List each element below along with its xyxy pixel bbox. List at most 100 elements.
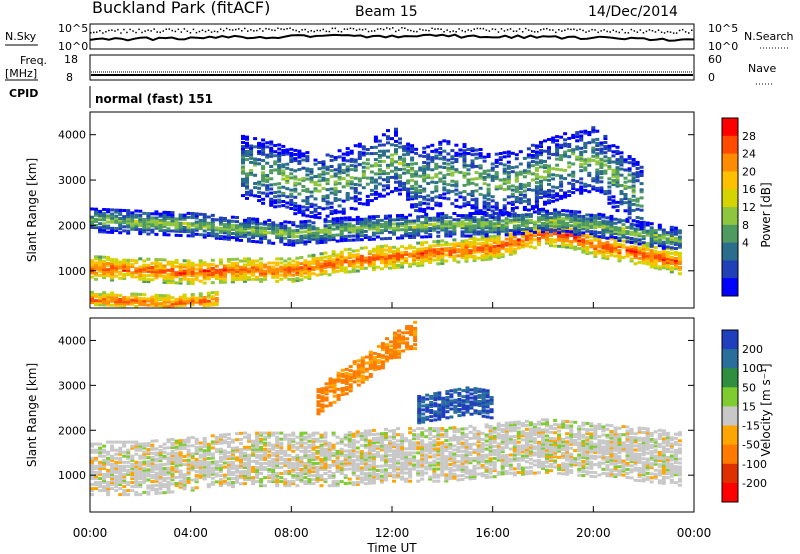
power-cell bbox=[373, 180, 378, 184]
power-cell bbox=[142, 277, 147, 281]
power-cell bbox=[474, 189, 479, 193]
power-cell bbox=[371, 266, 376, 269]
power-cell bbox=[114, 227, 119, 230]
power-cell bbox=[575, 131, 580, 135]
power-cell bbox=[486, 187, 491, 191]
power-cell bbox=[198, 267, 203, 271]
power-cell bbox=[303, 220, 308, 223]
power-cell bbox=[534, 162, 539, 166]
velocity-cell bbox=[158, 491, 163, 495]
power-cell bbox=[571, 174, 576, 178]
power-cell bbox=[677, 272, 682, 276]
power-cell bbox=[381, 170, 386, 174]
power-cell bbox=[154, 299, 159, 303]
nsearch-dot bbox=[533, 31, 536, 33]
power-cell bbox=[198, 225, 203, 228]
power-cell bbox=[325, 153, 330, 157]
power-cell bbox=[289, 192, 294, 196]
power-cell bbox=[239, 226, 243, 230]
power-cell bbox=[94, 277, 98, 281]
power-cell bbox=[625, 232, 630, 236]
power-cell bbox=[273, 195, 278, 199]
power-cell bbox=[381, 172, 386, 176]
velocity-cell bbox=[178, 439, 183, 443]
power-cell bbox=[504, 223, 509, 227]
power-cell bbox=[532, 234, 537, 237]
power-cell bbox=[559, 180, 564, 184]
power-cell bbox=[577, 238, 582, 242]
power-cell bbox=[418, 168, 423, 172]
power-cell bbox=[510, 188, 515, 192]
power-cell bbox=[404, 232, 409, 236]
velocity-cell bbox=[206, 485, 211, 489]
power-cell bbox=[539, 140, 543, 144]
power-cell bbox=[450, 183, 455, 187]
power-cell bbox=[607, 197, 612, 201]
power-cell bbox=[412, 246, 417, 250]
power-cell bbox=[613, 221, 618, 225]
power-cell bbox=[460, 230, 465, 234]
power-cell bbox=[363, 229, 368, 233]
velocity-cell bbox=[170, 478, 175, 482]
power-cell bbox=[482, 178, 487, 181]
power-cell bbox=[110, 226, 115, 230]
power-cell bbox=[414, 182, 419, 186]
power-cell bbox=[645, 248, 650, 252]
power-cell bbox=[416, 262, 421, 265]
power-cell bbox=[669, 258, 674, 261]
power-cell bbox=[390, 190, 394, 194]
nsearch-dot bbox=[129, 28, 131, 31]
velocity-cell bbox=[158, 473, 163, 477]
power-cell bbox=[394, 139, 398, 143]
power-cell bbox=[490, 168, 495, 172]
velocity-cell bbox=[150, 470, 155, 473]
velocity-cell bbox=[90, 464, 94, 468]
velocity-cell bbox=[90, 483, 94, 486]
power-cell bbox=[440, 224, 445, 228]
power-cell bbox=[486, 175, 491, 179]
power-cell bbox=[545, 219, 549, 223]
nsearch-dot bbox=[204, 30, 207, 33]
power-cell bbox=[271, 273, 276, 277]
power-cell bbox=[98, 216, 103, 219]
velocity-cell bbox=[235, 450, 239, 454]
power-cell bbox=[603, 147, 608, 151]
power-cell bbox=[575, 180, 580, 184]
power-cell bbox=[154, 264, 159, 268]
power-cell bbox=[271, 223, 276, 227]
power-cell bbox=[307, 231, 312, 235]
power-cell bbox=[595, 186, 600, 190]
power-cell bbox=[269, 169, 274, 173]
velocity-cell bbox=[186, 464, 191, 468]
power-cell bbox=[669, 268, 674, 272]
velocity-cell bbox=[230, 472, 235, 476]
velocity-cell bbox=[202, 441, 207, 445]
velocity-cell bbox=[98, 477, 103, 480]
power-cell bbox=[381, 153, 386, 157]
power-cell bbox=[263, 237, 268, 240]
power-cell bbox=[367, 227, 372, 231]
power-cell bbox=[249, 152, 254, 156]
power-cell bbox=[472, 232, 477, 236]
power-cell bbox=[545, 241, 549, 245]
power-cell bbox=[166, 304, 171, 308]
power-cell bbox=[412, 233, 417, 237]
power-cell bbox=[490, 205, 495, 209]
power-cell bbox=[661, 260, 666, 264]
power-cell bbox=[269, 171, 274, 175]
power-cell bbox=[182, 215, 187, 219]
power-cell bbox=[394, 166, 398, 170]
power-cell bbox=[381, 151, 386, 155]
power-cell bbox=[331, 252, 336, 256]
power-cell bbox=[577, 236, 582, 240]
power-cell bbox=[424, 231, 429, 235]
power-cell bbox=[609, 214, 614, 218]
power-cell bbox=[561, 229, 566, 233]
power-cell bbox=[369, 146, 374, 149]
power-cell bbox=[299, 272, 304, 276]
velocity-cell bbox=[190, 460, 195, 464]
velocity-cell bbox=[158, 457, 163, 461]
power-cell bbox=[524, 232, 529, 236]
power-cell bbox=[206, 265, 211, 269]
power-cell bbox=[337, 190, 342, 194]
